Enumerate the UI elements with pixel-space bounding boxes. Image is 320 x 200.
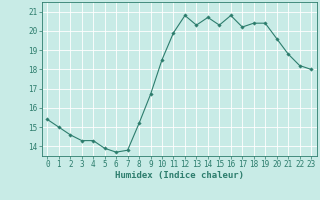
X-axis label: Humidex (Indice chaleur): Humidex (Indice chaleur) <box>115 171 244 180</box>
